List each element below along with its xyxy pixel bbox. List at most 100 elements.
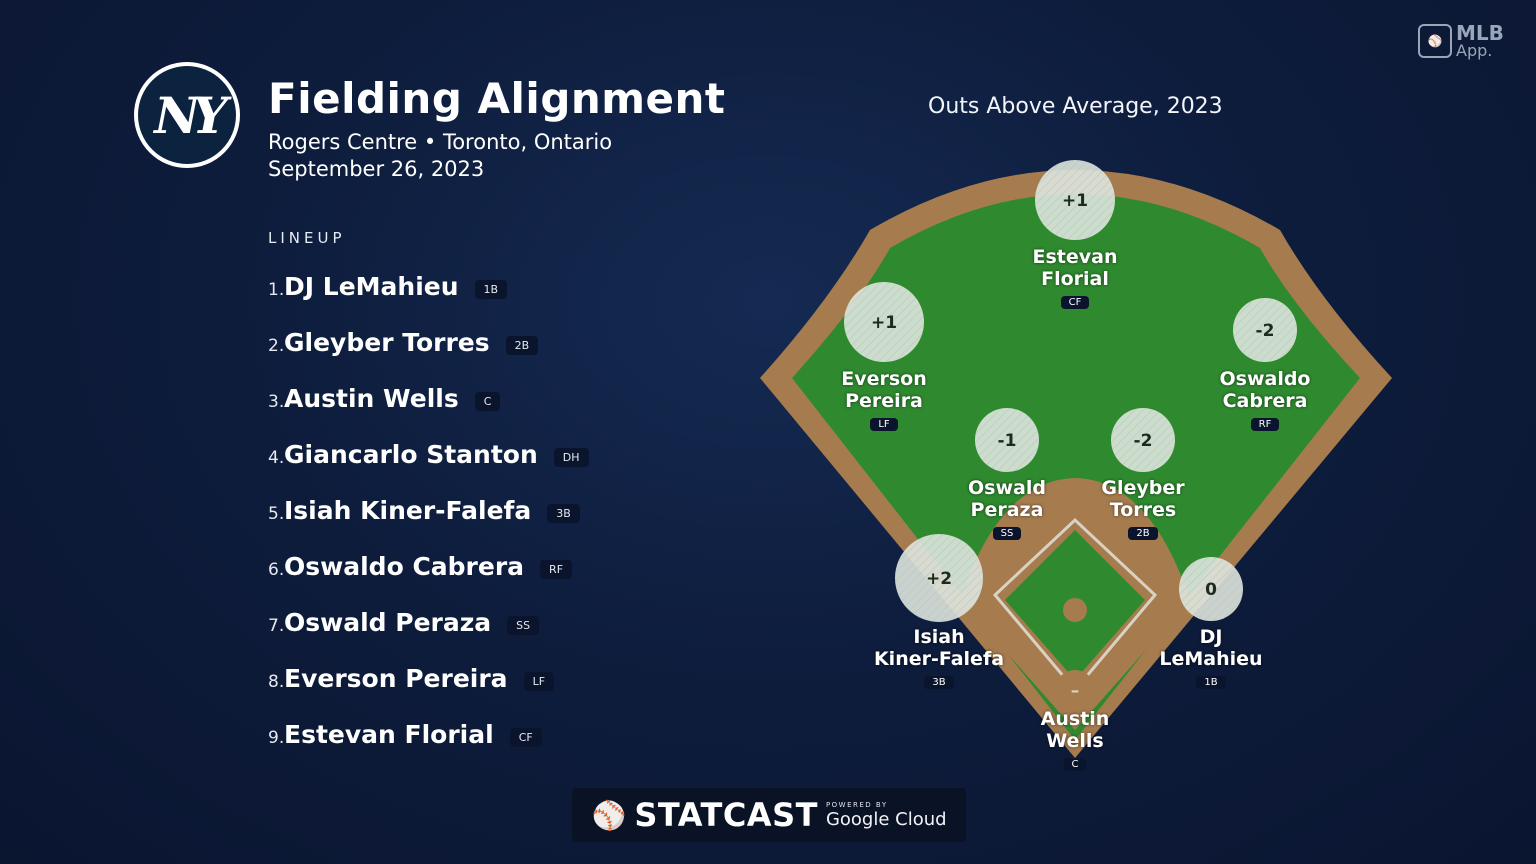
lineup-item: 4. Giancarlo Stanton DH [268,426,589,482]
team-logo: NY [134,62,240,168]
fielder-position-badge: CF [1060,296,1090,309]
position-badge: 2B [505,335,539,355]
fielder-last-name: Florial [1041,268,1109,290]
statcast-footer: ⚾ STATCAST POWERED BY Google Cloud [572,788,966,842]
position-badge: 3B [547,503,580,523]
fielder-first-name: DJ [1199,626,1223,648]
lineup-player-name: Estevan Florial [284,719,494,749]
fielder-first-name: Estevan [1032,246,1118,268]
lineup-player-name: Austin Wells [284,383,459,413]
oaa-value: -1 [998,431,1017,451]
lineup-item: 7. Oswald Peraza SS [268,594,589,650]
base-paths [992,517,1158,693]
oaa-value: +1 [1062,191,1088,211]
lineup-player-name: Giancarlo Stanton [284,439,538,469]
fielder-last-name: Peraza [970,499,1044,521]
fielder-position-badge: RF [1250,418,1280,431]
fielder-label-ss: Oswald Peraza SS [927,477,1087,540]
team-logo-inner: NY [138,66,236,164]
oaa-marker-hatch [1035,160,1115,240]
lineup-item: 9. Estevan Florial CF [268,706,589,762]
fielder-label-cf: Estevan Florial CF [995,246,1155,309]
mlb-logo-text: MLB [1456,21,1504,45]
lineup-item: 8. Everson Pereira LF [268,650,589,706]
position-badge: DH [553,447,589,467]
lineup-number: 2. [268,336,285,356]
oaa-value: -2 [1256,321,1275,341]
oaa-marker-hatch [975,408,1039,472]
lineup-list: 1. DJ LeMahieu 1B 2. Gleyber Torres 2B 3. Aus… [268,258,589,762]
mlb-logo-icon: ⚾ [1418,24,1452,58]
lineup-number: 3. [268,392,285,412]
fielder-position-badge: 2B [1128,527,1158,540]
fielder-label-2b: Gleyber Torres 2B [1063,477,1223,540]
fielder-first-name: Oswald [968,477,1046,499]
app-logo-text: App. [1456,41,1493,60]
fielder-label-1b: DJ LeMahieu 1B [1131,626,1291,689]
fielder-last-name: Wells [1046,730,1104,752]
fielder-position-badge: C [1063,758,1087,771]
lineup-player-name: Everson Pereira [284,663,508,693]
oaa-value: +1 [871,313,897,333]
oaa-title: Outs Above Average, 2023 [928,94,1223,119]
lineup-player-name: Isiah Kiner-Falefa [284,495,532,525]
lineup-number: 8. [268,672,285,692]
fielder-last-name: Pereira [845,390,923,412]
position-badge: 1B [474,279,508,299]
oaa-marker-hatch [1111,408,1175,472]
lineup-player-name: Oswaldo Cabrera [284,551,525,581]
lineup-number: 6. [268,560,285,580]
position-badge: CF [509,727,542,747]
fielder-first-name: Isiah [913,626,965,648]
fielder-position-badge: LF [870,418,898,431]
powered-by-text: POWERED BY [825,800,888,809]
fielder-first-name: Everson [841,368,927,390]
lineup-item: 2. Gleyber Torres 2B [268,314,589,370]
position-badge: SS [507,615,540,635]
mlb-app-logo: ⚾ MLB App. [1418,21,1504,60]
lineup-number: 1. [268,280,285,300]
venue-text: Rogers Centre • Toronto, Ontario [268,130,613,154]
lineup-player-name: Gleyber Torres [284,327,490,357]
position-badge: C [474,391,501,411]
fielder-first-name: Austin [1040,708,1110,730]
lineup-player-name: DJ LeMahieu [284,271,459,301]
lineup-heading: LINEUP [268,229,346,247]
fielder-position-badge: 1B [1196,676,1226,689]
oaa-marker-hatch [895,534,983,622]
oaa-value: 0 [1205,580,1217,600]
lineup-item: 3. Austin Wells C [268,370,589,426]
fielder-last-name: Cabrera [1222,390,1308,412]
lineup-number: 4. [268,448,285,468]
lineup-item: 1. DJ LeMahieu 1B [268,258,589,314]
lineup-player-name: Oswald Peraza [284,607,492,637]
pitchers-mound [1063,598,1087,622]
oaa-value: -2 [1134,431,1153,451]
fielder-label-rf: Oswaldo Cabrera RF [1185,368,1345,431]
fielder-first-name: Gleyber [1101,477,1185,499]
lineup-item: 6. Oswaldo Cabrera RF [268,538,589,594]
fielder-label-c: Austin Wells C [995,708,1155,771]
position-badge: RF [540,559,573,579]
fielder-first-name: Oswaldo [1219,368,1311,390]
team-logo-text: NY [154,85,227,145]
oaa-marker-hatch [1233,298,1297,362]
page-title: Fielding Alignment [268,74,726,123]
fielder-label-3b: Isiah Kiner-Falefa 3B [859,626,1019,689]
google-cloud-text: Google Cloud [825,808,947,830]
lineup-number: 9. [268,728,285,748]
oaa-value: +2 [926,569,952,589]
lineup-item: 5. Isiah Kiner-Falefa 3B [268,482,589,538]
statcast-wordmark: STATCAST [634,796,818,834]
oaa-marker-hatch [844,282,924,362]
fielder-last-name: Kiner-Falefa [873,648,1005,670]
fielder-position-badge: 3B [924,676,954,689]
game-date: September 26, 2023 [268,157,485,181]
lineup-number: 5. [268,504,285,524]
statcast-logo-icon: ⚾ [591,798,627,832]
position-badge: LF [523,671,555,691]
home-plate-area [1055,670,1095,710]
lineup-number: 7. [268,616,285,636]
oaa-value: – [1071,681,1080,701]
